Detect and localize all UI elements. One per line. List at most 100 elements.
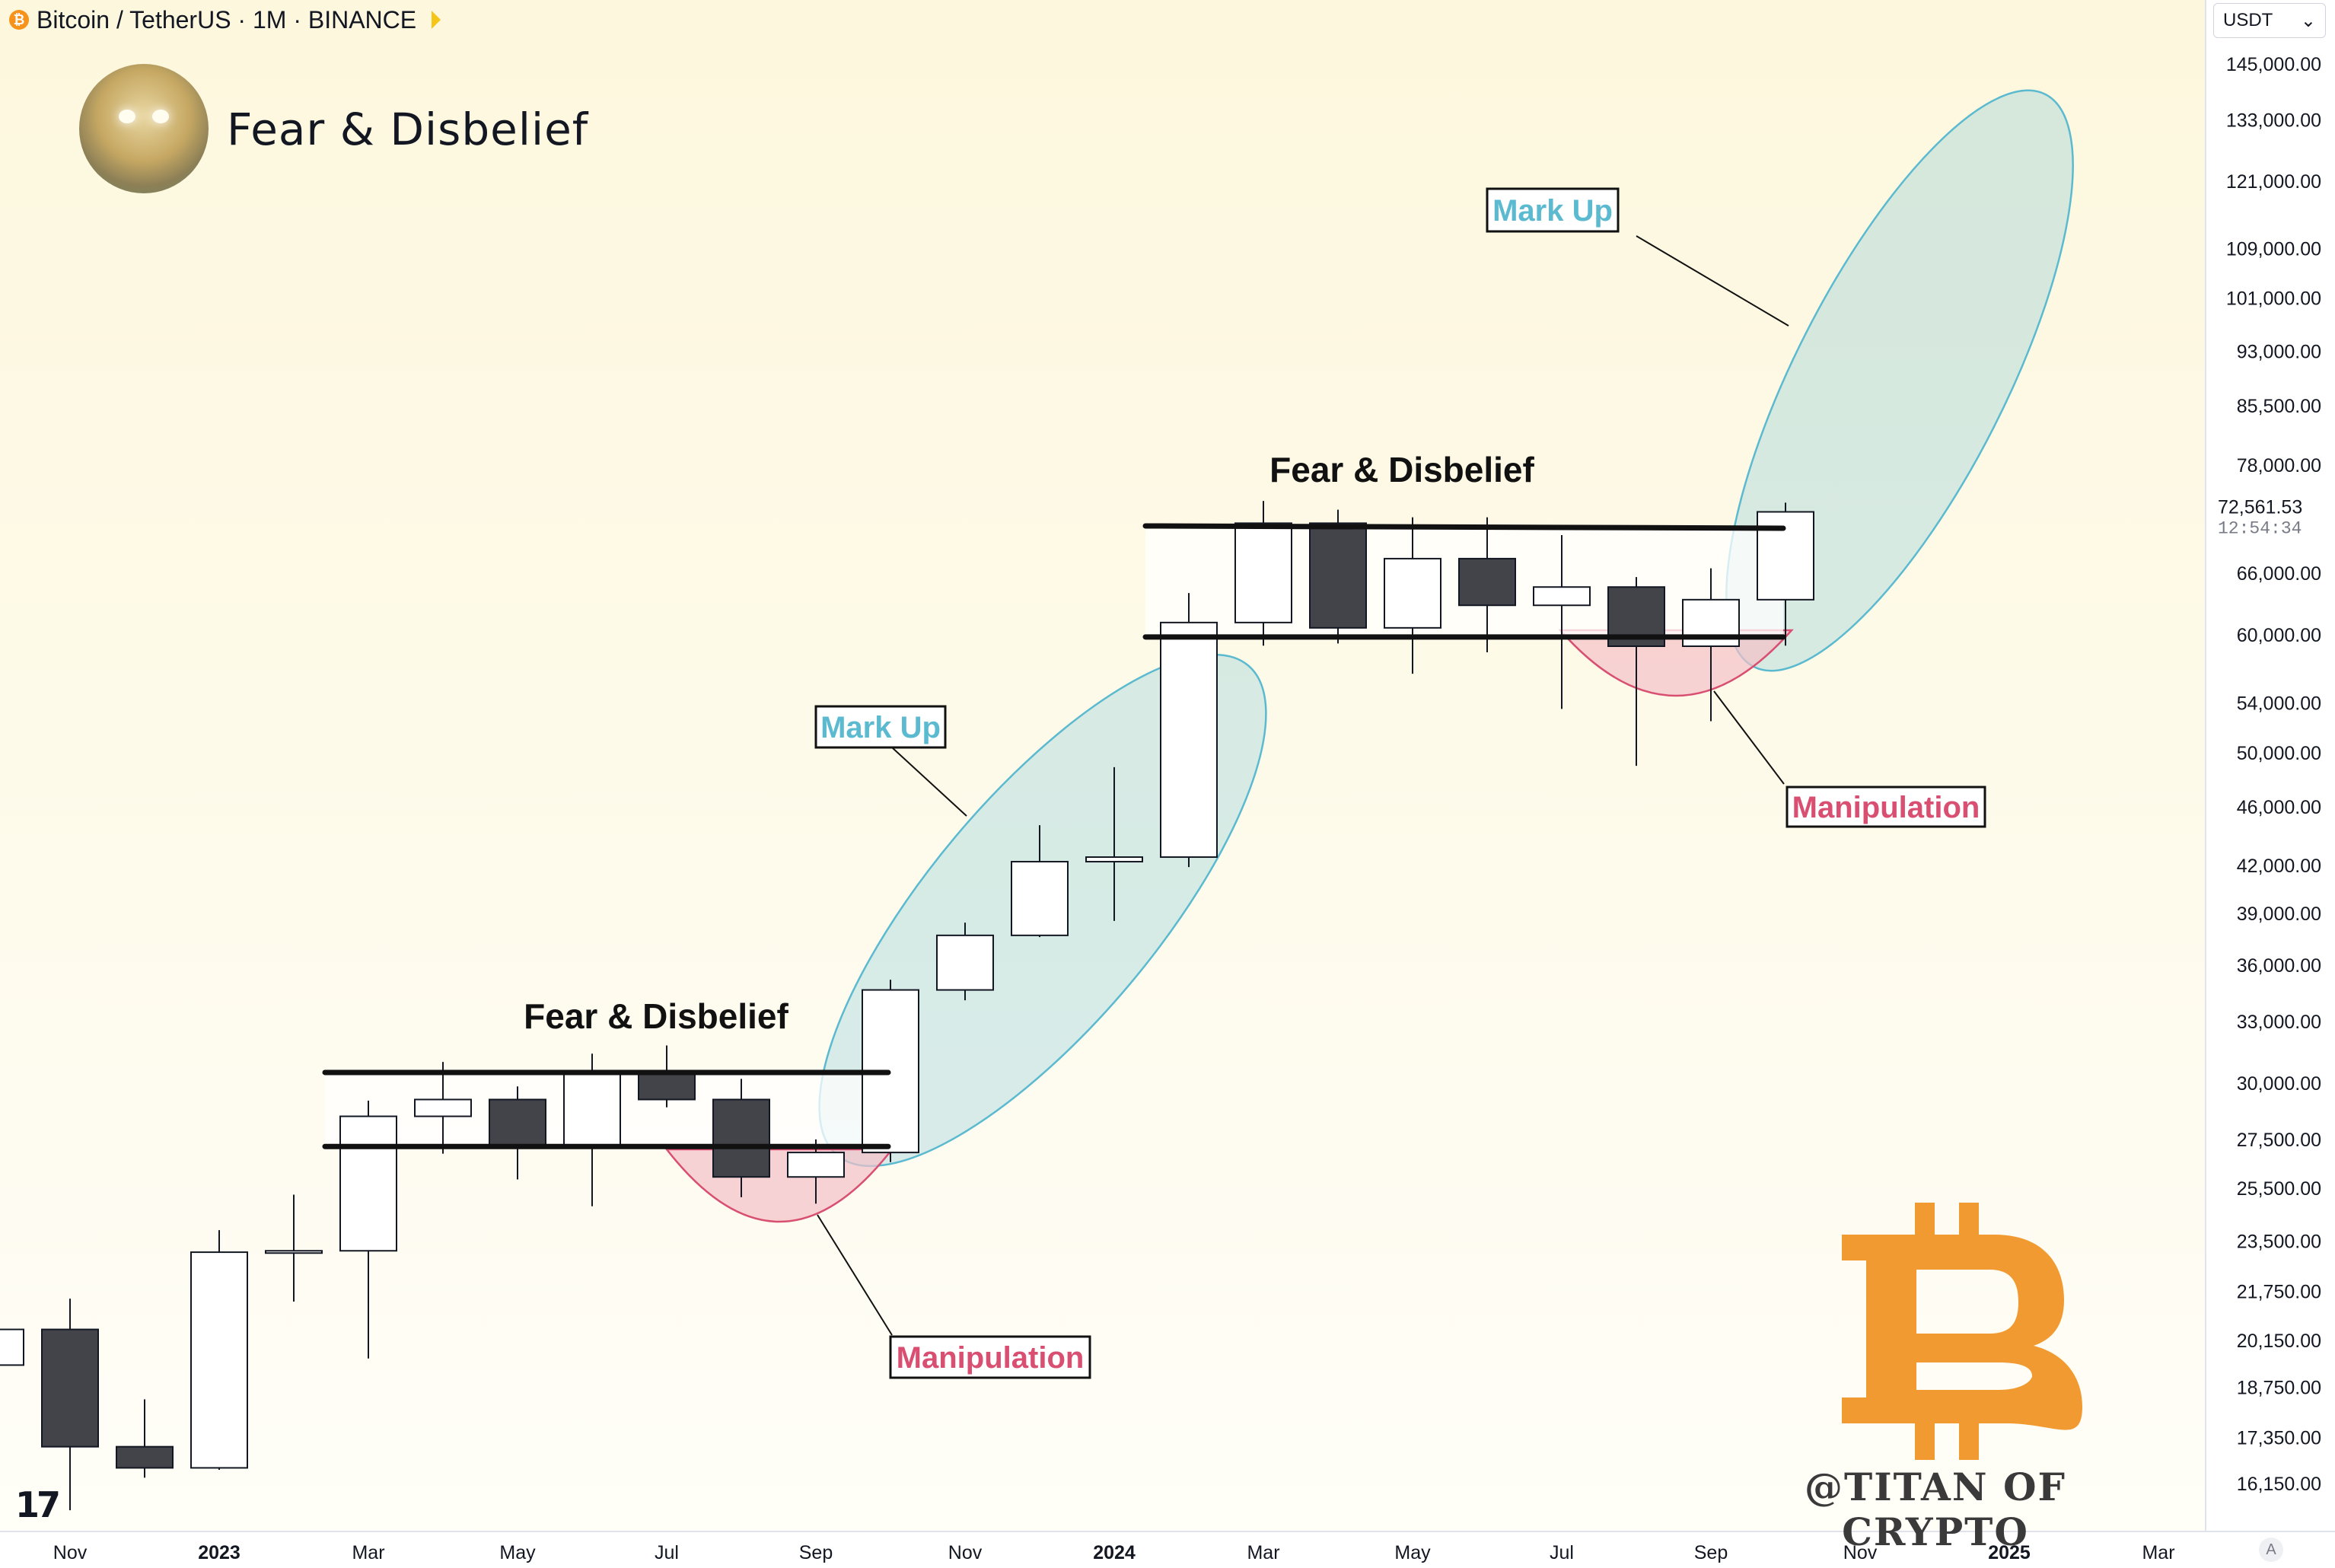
time-tick-label: Mar xyxy=(352,1542,384,1563)
price-tick-label: 16,150.00 xyxy=(2237,1474,2321,1495)
candle[interactable] xyxy=(116,1399,174,1478)
last-price-badge xyxy=(2207,490,2333,538)
price-tick-label: 109,000.00 xyxy=(2226,239,2321,260)
bitcoin-coin-icon: ₿ xyxy=(9,10,29,30)
price-tick-label: 54,000.00 xyxy=(2237,693,2321,715)
candle[interactable] xyxy=(41,1299,99,1511)
candle-body-up xyxy=(1160,621,1218,859)
candle-body-up xyxy=(936,934,994,991)
candle-body-up xyxy=(563,1072,621,1148)
candle[interactable] xyxy=(1011,825,1069,938)
range-lines-layer xyxy=(322,523,1786,1149)
manipulation-label: Manipulation xyxy=(1792,791,1980,824)
price-tick-label: 42,000.00 xyxy=(2237,856,2321,877)
price-tick-label: 17,350.00 xyxy=(2237,1427,2321,1448)
price-tick-label: 33,000.00 xyxy=(2237,1012,2321,1033)
time-axis-panel[interactable] xyxy=(0,1531,2335,1568)
time-tick-label: Nov xyxy=(53,1542,88,1563)
manipulation-label: Manipulation xyxy=(897,1341,1085,1375)
price-scale-panel[interactable] xyxy=(2206,0,2335,1531)
candle-body-up xyxy=(1757,511,1814,601)
candle[interactable] xyxy=(1085,766,1143,921)
annotation-box xyxy=(889,1335,1091,1379)
candle-body-up xyxy=(1085,856,1143,863)
annotation-box xyxy=(1486,187,1620,233)
range-label: Fear & Disbelief xyxy=(1269,450,1534,489)
range-top-line xyxy=(1142,523,1786,531)
candle-body-up xyxy=(339,1115,397,1252)
currency-label: USDT xyxy=(2223,10,2273,30)
candle-body-down xyxy=(1458,557,1516,607)
candle[interactable] xyxy=(1160,593,1218,868)
candle[interactable] xyxy=(1384,517,1441,674)
currency-select[interactable]: USDT ⌄ xyxy=(2213,3,2326,38)
time-tick-label: 2025 xyxy=(1988,1542,2031,1563)
time-tick-label: Sep xyxy=(1694,1542,1728,1563)
candle-body-down xyxy=(1309,522,1367,629)
candle[interactable] xyxy=(265,1194,323,1302)
candle[interactable] xyxy=(787,1139,845,1204)
candle-body-up xyxy=(190,1251,248,1469)
candle[interactable] xyxy=(1533,535,1591,709)
candle-body-up xyxy=(0,1328,24,1366)
candle[interactable] xyxy=(489,1086,546,1180)
price-tick-label: 78,000.00 xyxy=(2237,455,2321,476)
candle-body-down xyxy=(41,1328,99,1448)
annotation-box xyxy=(814,705,947,749)
symbol-title: Bitcoin / TetherUS · 1M · BINANCE xyxy=(37,5,417,33)
candle-body-up xyxy=(1234,522,1292,623)
time-tick-label: Mar xyxy=(2142,1542,2174,1563)
candle[interactable] xyxy=(638,1045,696,1107)
avatar-eye-icon xyxy=(152,110,169,123)
price-tick-label: 25,500.00 xyxy=(2237,1178,2321,1200)
time-tick-label: May xyxy=(499,1542,536,1563)
symbol-header[interactable]: ₿ Bitcoin / TetherUS · 1M · BINANCE xyxy=(9,3,441,37)
time-tick-label: 2024 xyxy=(1093,1542,1136,1563)
time-tick-label: Jul xyxy=(655,1542,679,1563)
candle-body-up xyxy=(414,1098,472,1117)
price-tick-label: 39,000.00 xyxy=(2237,904,2321,925)
markup-label: Mark Up xyxy=(820,711,941,744)
flag-icon[interactable] xyxy=(432,11,441,29)
candle[interactable] xyxy=(190,1230,248,1471)
price-tick-label: 101,000.00 xyxy=(2226,288,2321,309)
candle[interactable] xyxy=(339,1100,397,1359)
time-tick-label: Sep xyxy=(799,1542,833,1563)
candle[interactable] xyxy=(712,1079,770,1197)
range-label: Fear & Disbelief xyxy=(524,996,788,1036)
candle-body-up xyxy=(265,1250,323,1254)
author-avatar xyxy=(79,64,209,193)
candle[interactable] xyxy=(936,923,994,1001)
time-tick-label: Jul xyxy=(1550,1542,1574,1563)
candle-body-down xyxy=(489,1098,546,1148)
last-price-label: 72,561.53 xyxy=(2218,496,2302,518)
time-tick-label: Nov xyxy=(948,1542,983,1563)
candle[interactable] xyxy=(1757,502,1814,646)
candle[interactable] xyxy=(414,1062,472,1154)
candle-body-up xyxy=(1011,861,1069,936)
tradingview-logo[interactable]: 17 xyxy=(15,1484,61,1525)
price-tick-label: 21,750.00 xyxy=(2237,1281,2321,1302)
time-tick-label: Nov xyxy=(1843,1542,1878,1563)
price-tick-label: 30,000.00 xyxy=(2237,1073,2321,1095)
time-tick-label: 2023 xyxy=(198,1542,241,1563)
candle[interactable] xyxy=(1458,517,1516,652)
candle[interactable] xyxy=(563,1053,621,1206)
price-tick-label: 36,000.00 xyxy=(2237,955,2321,977)
candle[interactable] xyxy=(1309,509,1367,644)
price-tick-label: 20,150.00 xyxy=(2237,1331,2321,1352)
price-tick-label: 23,500.00 xyxy=(2237,1232,2321,1253)
price-tick-label: 18,750.00 xyxy=(2237,1377,2321,1398)
leader-line xyxy=(1713,690,1785,785)
leader-line xyxy=(1636,235,1789,327)
axes-layer: 145,000.00 133,000.00 121,000.00 109,000.00… xyxy=(53,54,2333,1563)
candle[interactable] xyxy=(0,1317,24,1407)
auto-scale-button[interactable]: A xyxy=(2259,1538,2283,1562)
countdown-label: 12:54:34 xyxy=(2218,518,2302,538)
candle[interactable] xyxy=(1234,501,1292,646)
time-tick-label: Mar xyxy=(1247,1542,1279,1563)
price-tick-label: 121,000.00 xyxy=(2226,171,2321,193)
bitcoin-logo-icon xyxy=(1842,1203,2082,1460)
